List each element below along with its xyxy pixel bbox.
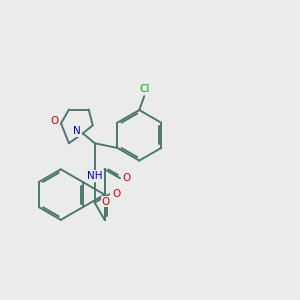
Text: N: N (73, 126, 81, 136)
Text: O: O (50, 116, 58, 126)
Text: NH: NH (87, 171, 102, 181)
Text: O: O (112, 189, 120, 199)
Text: O: O (101, 196, 110, 206)
Text: Cl: Cl (139, 84, 149, 94)
Text: O: O (123, 173, 131, 183)
